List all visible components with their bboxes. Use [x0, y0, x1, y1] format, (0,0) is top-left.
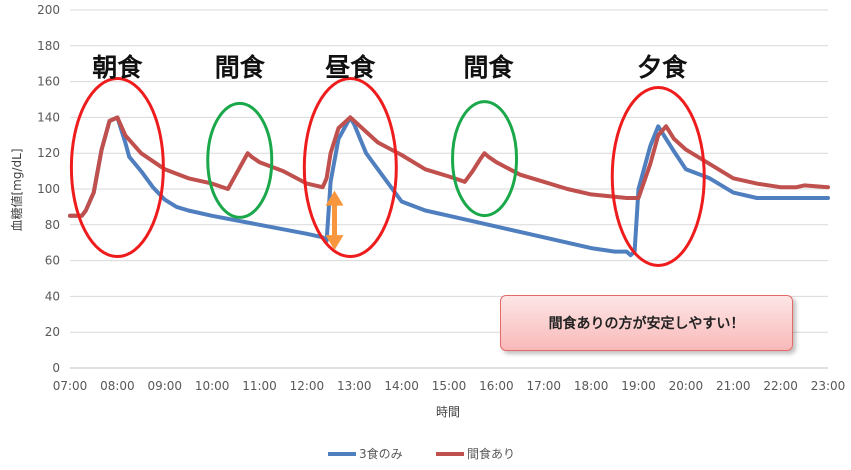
y-tick-label: 180 [37, 39, 60, 53]
y-tick-label: 40 [45, 289, 60, 303]
x-tick-label: 23:00 [811, 379, 846, 393]
x-tick-label: 07:00 [53, 379, 88, 393]
meal-label: 朝食 [92, 53, 143, 82]
x-tick-label: 21:00 [716, 379, 751, 393]
meal-labels: 朝食 間食 昼食 間食 夕食 [92, 53, 688, 82]
x-tick-label: 09:00 [147, 379, 182, 393]
highlight-circle [451, 100, 519, 218]
callout-box: 間食ありの方が安定しやすい！ [500, 295, 793, 351]
y-tick-label: 20 [45, 325, 60, 339]
y-tick-label: 140 [37, 110, 60, 124]
x-tick-label: 15:00 [432, 379, 467, 393]
x-tick-label: 20:00 [669, 379, 704, 393]
highlight-circles [69, 77, 706, 267]
y-tick-label: 80 [45, 218, 60, 232]
x-tick-label: 11:00 [242, 379, 277, 393]
y-tick-label: 0 [52, 361, 60, 375]
y-tick-label: 120 [37, 146, 60, 160]
highlight-circle [302, 77, 398, 259]
x-tick-label: 12:00 [290, 379, 325, 393]
x-tick-label: 10:00 [195, 379, 230, 393]
x-tick-label: 13:00 [337, 379, 372, 393]
y-axis-title: 血糖値[mg/dL] [9, 148, 24, 231]
x-tick-label: 16:00 [479, 379, 514, 393]
legend: 3食のみ 間食あり [328, 446, 515, 461]
series-lines [68, 115, 830, 258]
meal-label: 夕食 [637, 53, 688, 82]
y-tick-label: 160 [37, 75, 60, 89]
meal-label: 間食 [215, 53, 266, 82]
x-tick-labels: 07:00 08:00 09:00 10:00 11:00 12:00 13:00 14:00… [53, 379, 846, 393]
callout-text: 間食ありの方が安定しやすい！ [548, 316, 745, 332]
x-tick-label: 18:00 [574, 379, 609, 393]
x-tick-label: 08:00 [100, 379, 135, 393]
x-tick-label: 14:00 [384, 379, 419, 393]
arrow-head-up [325, 190, 344, 206]
gridlines [70, 9, 828, 369]
y-tick-labels: 0 20 40 60 80 100 120 140 160 180 200 [37, 3, 60, 375]
x-tick-label: 19:00 [621, 379, 656, 393]
drop-arrow [325, 190, 344, 251]
legend-label: 3食のみ [359, 446, 403, 461]
y-tick-label: 60 [45, 254, 60, 268]
legend-label: 間食あり [467, 446, 515, 461]
highlight-circle [69, 77, 165, 259]
arrow-head-down [325, 235, 344, 251]
x-axis-title: 時間 [436, 405, 460, 419]
highlight-circle [206, 101, 274, 219]
x-tick-label: 22:00 [763, 379, 798, 393]
series-line-1 [68, 115, 830, 258]
highlight-circle [610, 85, 706, 267]
series-line-2 [68, 115, 830, 218]
meal-label: 昼食 [325, 53, 376, 82]
y-tick-label: 100 [37, 182, 60, 196]
x-tick-label: 17:00 [526, 379, 561, 393]
meal-label: 間食 [463, 53, 514, 82]
y-tick-label: 200 [37, 3, 60, 17]
